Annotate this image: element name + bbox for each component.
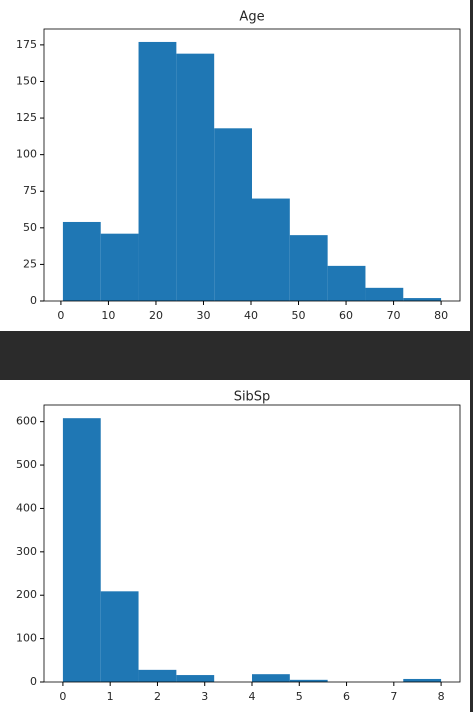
bar — [138, 41, 177, 301]
axes-frame — [43, 28, 461, 302]
x-tick-label: 0 — [57, 309, 64, 322]
y-tick-label: 500 — [16, 458, 37, 471]
bar — [252, 198, 290, 301]
chart-title: SibSp — [234, 390, 271, 405]
y-tick-label: 50 — [23, 221, 37, 234]
y-tick-label: 600 — [16, 415, 37, 428]
bar — [327, 265, 366, 301]
bar — [403, 678, 442, 682]
y-tick-label: 400 — [16, 501, 37, 514]
y-tick-label: 75 — [23, 184, 37, 197]
bar — [176, 53, 215, 301]
bar — [289, 679, 328, 682]
bar — [252, 674, 290, 682]
x-tick-label: 20 — [149, 309, 163, 322]
x-tick-label: 8 — [438, 690, 445, 703]
bar — [62, 418, 101, 682]
x-tick-label: 3 — [201, 690, 208, 703]
x-tick-label: 1 — [107, 690, 114, 703]
x-tick-label: 6 — [343, 690, 350, 703]
x-tick-label: 7 — [390, 690, 397, 703]
x-tick-label: 50 — [292, 309, 306, 322]
bar — [138, 669, 177, 682]
x-tick-label: 30 — [196, 309, 210, 322]
bar — [100, 233, 139, 301]
y-tick-label: 0 — [30, 675, 37, 688]
bar — [403, 298, 442, 301]
x-tick-label: 2 — [154, 690, 161, 703]
x-tick-label: 10 — [101, 309, 115, 322]
bar — [176, 675, 215, 682]
y-tick-label: 100 — [16, 632, 37, 645]
chart-title: Age — [239, 10, 264, 25]
bar — [100, 591, 139, 682]
x-tick-label: 0 — [59, 690, 66, 703]
x-tick-label: 4 — [249, 690, 256, 703]
bar — [62, 221, 101, 301]
y-tick-label: 200 — [16, 588, 37, 601]
bar — [289, 235, 328, 301]
x-tick-label: 40 — [244, 309, 258, 322]
y-tick-label: 125 — [16, 111, 37, 124]
y-tick-label: 150 — [16, 74, 37, 87]
bar — [365, 287, 404, 301]
y-tick-label: 175 — [16, 38, 37, 51]
y-tick-label: 300 — [16, 545, 37, 558]
x-tick-label: 80 — [434, 309, 448, 322]
x-tick-label: 70 — [387, 309, 401, 322]
x-tick-label: 5 — [296, 690, 303, 703]
y-tick-label: 25 — [23, 257, 37, 270]
y-tick-label: 100 — [16, 148, 37, 161]
bar — [214, 128, 252, 301]
x-tick-label: 60 — [339, 309, 353, 322]
y-tick-label: 0 — [30, 294, 37, 307]
